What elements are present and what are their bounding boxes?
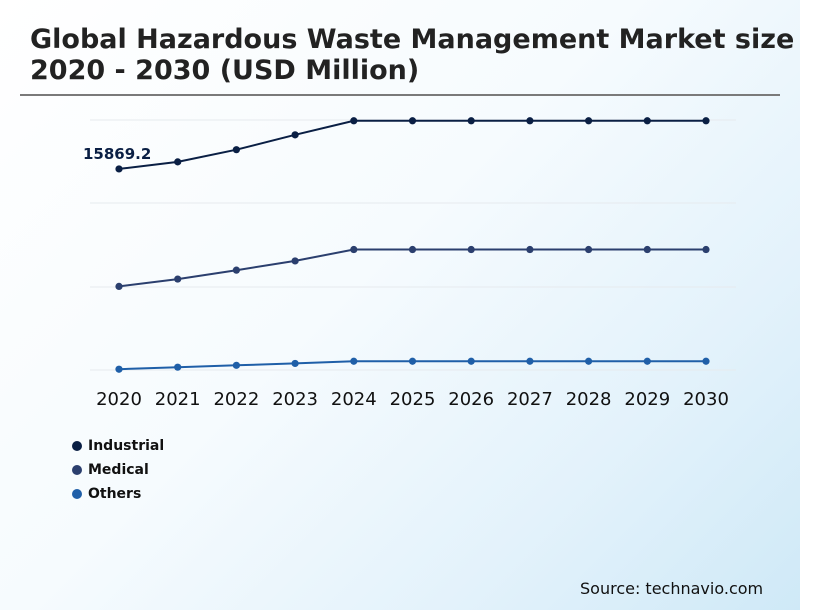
series-line-medical [118, 248, 706, 288]
data-label-0: 15869.2 [83, 145, 151, 163]
legend-item-medical: Medical [72, 458, 164, 482]
data-point-others-2030 [702, 357, 710, 365]
data-point-industrial-2022 [232, 146, 240, 154]
data-point-industrial-2029 [643, 117, 651, 125]
data-point-medical-2024 [350, 245, 358, 254]
data-point-others-2026 [467, 357, 475, 365]
data-point-industrial-2030 [702, 117, 710, 125]
legend-label: Others [88, 486, 142, 502]
data-point-medical-2020 [115, 282, 123, 291]
data-point-industrial-2023 [291, 131, 299, 139]
data-point-medical-2028 [585, 245, 593, 254]
legend-swatch [72, 465, 82, 475]
x-tick-label-2021: 2021 [155, 389, 201, 410]
data-point-medical-2021 [174, 275, 182, 283]
data-point-others-2024 [350, 357, 358, 365]
x-tick-label-2028: 2028 [566, 389, 612, 410]
title-divider [20, 94, 780, 96]
data-point-others-2028 [585, 357, 593, 365]
data-point-others-2025 [408, 357, 417, 365]
background [0, 0, 800, 610]
x-tick-label-2026: 2026 [448, 389, 494, 410]
x-tick-label-2030: 2030 [683, 389, 729, 410]
data-point-others-2029 [643, 357, 651, 365]
data-point-medical-2029 [643, 245, 651, 254]
data-point-medical-2025 [408, 245, 417, 254]
legend-item-others: Others [72, 482, 164, 506]
source-credit: Source: technavio.com [580, 579, 764, 598]
data-point-industrial-2028 [585, 117, 593, 125]
chart-title-line-1: Global Hazardous Waste Management Market… [30, 24, 795, 55]
x-tick-label-2022: 2022 [213, 389, 259, 410]
data-point-industrial-2027 [526, 117, 534, 125]
data-point-medical-2026 [467, 245, 475, 254]
data-point-industrial-2025 [408, 117, 417, 125]
legend-label: Industrial [88, 438, 165, 454]
data-point-medical-2022 [232, 266, 240, 274]
data-point-medical-2030 [702, 245, 710, 254]
data-point-others-2020 [115, 365, 123, 373]
data-point-others-2022 [232, 361, 240, 369]
x-tick-label-2020: 2020 [96, 389, 142, 410]
data-point-industrial-2021 [174, 158, 182, 166]
legend-swatch [72, 441, 82, 451]
x-tick-label-2024: 2024 [331, 389, 377, 410]
data-point-industrial-2026 [467, 117, 475, 125]
series-line-industrial [118, 119, 706, 170]
legend-label: Medical [88, 462, 149, 478]
x-tick-label-2029: 2029 [624, 389, 670, 410]
x-tick-label-2027: 2027 [507, 389, 553, 410]
data-point-industrial-2020 [115, 165, 123, 173]
legend-swatch [72, 489, 82, 499]
data-point-others-2027 [526, 357, 534, 365]
chart-title-line-2: 2020 - 2030 (USD Million) [30, 55, 420, 86]
data-point-medical-2023 [291, 257, 299, 265]
chart-title: Global Hazardous Waste Management Market… [30, 24, 823, 86]
data-point-industrial-2024 [350, 117, 358, 125]
data-point-medical-2027 [526, 245, 534, 254]
x-tick-label-2023: 2023 [272, 389, 318, 410]
chart-legend: Industrial Medical Others [72, 434, 164, 506]
x-tick-label-2025: 2025 [390, 389, 436, 410]
data-point-others-2021 [174, 363, 182, 371]
legend-item-industrial: Industrial [72, 434, 164, 458]
data-point-others-2023 [291, 359, 299, 368]
